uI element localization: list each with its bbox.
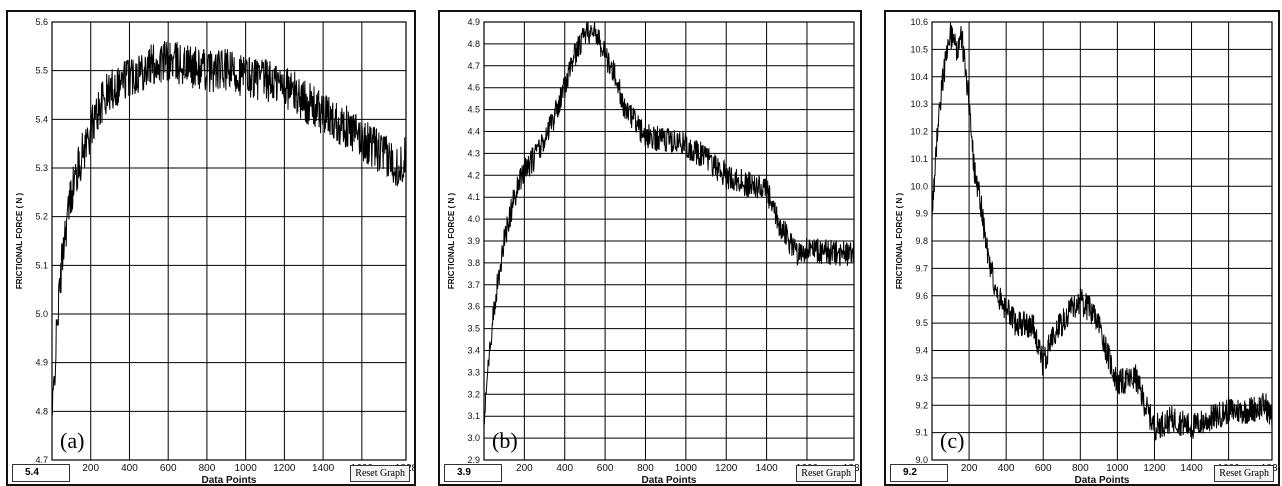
plot-frame	[483, 21, 855, 461]
y-tick-label: 9.7	[915, 263, 928, 273]
reset-graph-button[interactable]: Reset Graph	[350, 465, 410, 482]
y-tick-label: 4.7	[35, 455, 48, 465]
y-tick-label: 4.0	[467, 214, 480, 224]
value-display: 5.4	[12, 464, 70, 482]
y-tick-label: 4.9	[35, 358, 48, 368]
y-tick-label: 5.2	[35, 212, 48, 222]
x-axis-label: Data Points	[1074, 475, 1129, 484]
series-line	[931, 22, 1273, 441]
y-tick-label: 4.5	[467, 105, 480, 115]
x-tick-label: 600	[597, 463, 614, 474]
x-tick-label: 400	[998, 463, 1015, 474]
y-tick-label: 4.7	[467, 61, 480, 71]
x-tick-label: 1400	[1180, 463, 1203, 474]
x-tick-label: 1000	[1106, 463, 1129, 474]
panel-label: (a)	[60, 428, 84, 453]
series-line	[483, 21, 855, 425]
x-axis-label: Data Points	[201, 475, 256, 484]
value-display: 3.9	[444, 464, 502, 482]
y-tick-label: 3.6	[467, 302, 480, 312]
y-tick-label: 3.7	[467, 280, 480, 290]
y-tick-label: 4.9	[467, 17, 480, 27]
y-tick-label: 10.3	[910, 99, 928, 109]
y-axis-label: FRICTIONAL FORCE ( N )	[895, 193, 904, 290]
y-tick-label: 3.4	[467, 346, 480, 356]
y-tick-label: 10.6	[910, 17, 928, 27]
y-tick-label: 10.0	[910, 181, 928, 191]
x-axis-label: Data Points	[641, 475, 696, 484]
x-tick-label: 400	[556, 463, 573, 474]
y-tick-label: 3.5	[467, 324, 480, 334]
x-tick-label: 1400	[312, 463, 335, 474]
y-tick-label: 4.4	[467, 127, 480, 137]
x-tick-label: 800	[199, 463, 216, 474]
y-tick-label: 3.9	[467, 236, 480, 246]
y-axis-label: FRICTIONAL FORCE ( N )	[447, 193, 456, 290]
chart-c: 9.0 9.1 9.2 9.3 9.4 9.5 9.6 9.7 9.8 9.9 10.0 10.1 10…	[895, 17, 1278, 484]
y-tick-label: 4.2	[467, 170, 480, 180]
y-axis-label: FRICTIONAL FORCE ( N )	[15, 193, 24, 290]
y-tick-label: 5.5	[35, 66, 48, 76]
y-tick-label: 3.2	[467, 389, 480, 399]
x-tick-label: 800	[637, 463, 654, 474]
y-tick-label: 5.6	[35, 17, 48, 27]
y-tick-label: 9.6	[915, 291, 928, 301]
x-tick-label: 1200	[273, 463, 296, 474]
chart-panel-c: 9.0 9.1 9.2 9.3 9.4 9.5 9.6 9.7 9.8 9.9 10.0 10.1 10…	[884, 10, 1280, 486]
y-tick-label: 3.0	[467, 433, 480, 443]
reset-graph-button[interactable]: Reset Graph	[1214, 465, 1274, 482]
y-tick-label: 5.0	[35, 309, 48, 319]
y-tick-label: 4.6	[467, 83, 480, 93]
plot-frame	[51, 21, 407, 461]
y-tick-label: 9.5	[915, 318, 928, 328]
panel-label: (c)	[940, 428, 964, 453]
x-tick-label: 600	[160, 463, 177, 474]
y-tick-label: 10.5	[910, 44, 928, 54]
value-display: 9.2	[890, 464, 948, 482]
y-tick-label: 3.3	[467, 367, 480, 377]
x-tick-label: 1000	[235, 463, 258, 474]
x-tick-label: 1200	[1143, 463, 1166, 474]
y-tick-label: 4.8	[35, 406, 48, 416]
chart-panel-a: 4.74.84.95.05.15.25.35.45.55.60200400600…	[6, 10, 416, 486]
panel-label: (b)	[492, 428, 518, 453]
y-tick-label: 5.1	[35, 260, 48, 270]
y-tick-label: 5.4	[35, 114, 48, 124]
x-tick-label: 200	[516, 463, 533, 474]
y-tick-label: 5.3	[35, 163, 48, 173]
y-tick-label: 9.1	[915, 428, 928, 438]
y-tick-label: 9.8	[915, 236, 928, 246]
y-tick-label: 9.9	[915, 209, 928, 219]
chart-b: 2.9 3.0 3.1 3.2 3.3 3.4 3.5 3.6 3.7 3.8 3.9 4.0 4.1 4…	[447, 17, 860, 484]
y-tick-label: 3.8	[467, 258, 480, 268]
y-tick-label: 9.0	[915, 455, 928, 465]
x-tick-label: 1400	[755, 463, 778, 474]
y-tick-label: 3.1	[467, 411, 480, 421]
y-tick-label: 4.8	[467, 39, 480, 49]
series-line	[51, 40, 407, 418]
x-tick-label: 200	[82, 463, 99, 474]
x-tick-label: 1000	[675, 463, 698, 474]
y-tick-label: 4.3	[467, 148, 480, 158]
y-tick-label: 9.4	[915, 346, 928, 356]
y-tick-label: 10.1	[910, 154, 928, 164]
x-tick-label: 200	[961, 463, 978, 474]
x-tick-label: 600	[1035, 463, 1052, 474]
x-tick-label: 800	[1072, 463, 1089, 474]
y-tick-label: 9.2	[915, 400, 928, 410]
y-tick-label: 10.2	[910, 127, 928, 137]
y-tick-label: 4.1	[467, 192, 480, 202]
reset-graph-button[interactable]: Reset Graph	[796, 465, 856, 482]
chart-panel-b: 2.9 3.0 3.1 3.2 3.3 3.4 3.5 3.6 3.7 3.8 3.9 4.0 4.1 4…	[438, 10, 862, 486]
y-tick-label: 9.3	[915, 373, 928, 383]
x-tick-label: 400	[121, 463, 138, 474]
plot-frame	[931, 21, 1273, 461]
y-tick-label: 10.4	[910, 72, 928, 82]
chart-a: 4.74.84.95.05.15.25.35.45.55.60200400600…	[15, 17, 414, 484]
x-tick-label: 1200	[715, 463, 738, 474]
y-tick-label: 2.9	[467, 455, 480, 465]
